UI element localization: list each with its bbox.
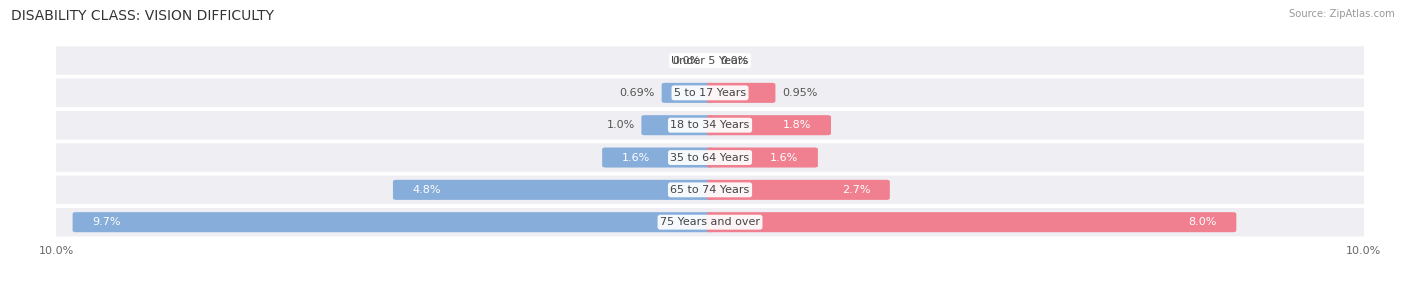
FancyBboxPatch shape bbox=[602, 147, 713, 168]
FancyBboxPatch shape bbox=[45, 46, 1375, 75]
Text: 65 to 74 Years: 65 to 74 Years bbox=[671, 185, 749, 195]
FancyBboxPatch shape bbox=[45, 176, 1375, 204]
FancyBboxPatch shape bbox=[73, 212, 713, 232]
Text: 9.7%: 9.7% bbox=[93, 217, 121, 227]
Text: 18 to 34 Years: 18 to 34 Years bbox=[671, 120, 749, 130]
FancyBboxPatch shape bbox=[392, 180, 713, 200]
Text: 1.6%: 1.6% bbox=[621, 153, 650, 163]
FancyBboxPatch shape bbox=[662, 83, 713, 103]
Text: 5 to 17 Years: 5 to 17 Years bbox=[673, 88, 747, 98]
Text: DISABILITY CLASS: VISION DIFFICULTY: DISABILITY CLASS: VISION DIFFICULTY bbox=[11, 9, 274, 23]
Text: Under 5 Years: Under 5 Years bbox=[672, 56, 748, 66]
Text: 1.8%: 1.8% bbox=[783, 120, 811, 130]
Text: 4.8%: 4.8% bbox=[412, 185, 441, 195]
Text: 75 Years and over: 75 Years and over bbox=[659, 217, 761, 227]
Text: 0.0%: 0.0% bbox=[672, 56, 700, 66]
Text: 1.6%: 1.6% bbox=[770, 153, 799, 163]
Legend: Male, Female: Male, Female bbox=[643, 300, 778, 304]
FancyBboxPatch shape bbox=[707, 83, 776, 103]
Text: 0.0%: 0.0% bbox=[720, 56, 748, 66]
Text: 2.7%: 2.7% bbox=[842, 185, 870, 195]
Text: 0.95%: 0.95% bbox=[782, 88, 817, 98]
FancyBboxPatch shape bbox=[707, 147, 818, 168]
Text: 35 to 64 Years: 35 to 64 Years bbox=[671, 153, 749, 163]
Text: 1.0%: 1.0% bbox=[606, 120, 636, 130]
Text: Source: ZipAtlas.com: Source: ZipAtlas.com bbox=[1289, 9, 1395, 19]
FancyBboxPatch shape bbox=[707, 212, 1236, 232]
FancyBboxPatch shape bbox=[707, 180, 890, 200]
Text: 0.69%: 0.69% bbox=[620, 88, 655, 98]
FancyBboxPatch shape bbox=[45, 79, 1375, 107]
FancyBboxPatch shape bbox=[45, 111, 1375, 140]
FancyBboxPatch shape bbox=[45, 208, 1375, 237]
FancyBboxPatch shape bbox=[641, 115, 713, 135]
FancyBboxPatch shape bbox=[707, 115, 831, 135]
Text: 8.0%: 8.0% bbox=[1188, 217, 1216, 227]
FancyBboxPatch shape bbox=[45, 143, 1375, 172]
